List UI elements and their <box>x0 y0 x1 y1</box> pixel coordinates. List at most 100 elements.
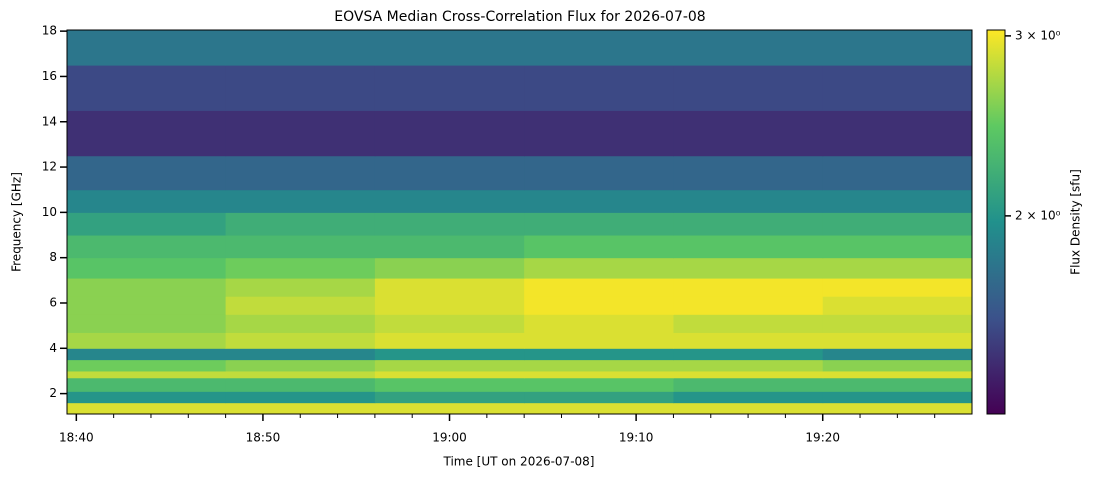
heatmap-cell <box>374 235 525 259</box>
heatmap-cell <box>374 370 525 379</box>
heatmap-cell <box>673 402 824 415</box>
x-tick-label: 18:50 <box>246 431 281 445</box>
heatmap-cell <box>225 235 376 259</box>
heatmap-cell <box>673 377 824 392</box>
heatmap-cell <box>67 257 227 279</box>
heatmap-cell <box>374 377 525 392</box>
heatmap-cell <box>374 314 525 333</box>
heatmap-cell <box>225 314 376 333</box>
heatmap-cell <box>822 377 973 392</box>
y-axis-label: Frequency [GHz] <box>10 172 24 272</box>
heatmap-cell <box>524 257 674 279</box>
y-tick-label: 2 <box>49 386 57 400</box>
heatmap-cell <box>67 359 227 372</box>
y-tick-label: 4 <box>49 341 57 355</box>
heatmap-cell <box>67 155 227 191</box>
heatmap-cell <box>374 189 525 213</box>
heatmap-cell <box>524 189 674 213</box>
heatmap-cell <box>822 110 973 157</box>
heatmap-cell <box>67 332 227 349</box>
heatmap-cell <box>67 370 227 379</box>
heatmap-cell <box>822 235 973 259</box>
heatmap-cell <box>225 278 376 297</box>
heatmap-cell <box>67 377 227 392</box>
heatmap-cell <box>822 296 973 315</box>
y-tick-label: 10 <box>42 205 57 219</box>
heatmap-cell <box>67 212 227 236</box>
heatmap-cell <box>673 257 824 279</box>
heatmap-cell <box>225 189 376 213</box>
heatmap-cell <box>225 30 376 66</box>
y-tick-label: 16 <box>42 69 57 83</box>
heatmap-cell <box>225 348 376 361</box>
heatmap-cell <box>524 296 674 315</box>
heatmap-cell <box>524 348 674 361</box>
heatmap-cell <box>225 402 376 415</box>
heatmap-cell <box>524 278 674 297</box>
heatmap-cell <box>67 110 227 157</box>
heatmap-cell <box>67 189 227 213</box>
heatmap-cell <box>524 30 674 66</box>
heatmap-cell <box>673 332 824 349</box>
heatmap-cell <box>673 296 824 315</box>
heatmap-cell <box>524 377 674 392</box>
heatmap-cell <box>524 65 674 111</box>
heatmap-cell <box>822 332 973 349</box>
heatmap-cell <box>374 296 525 315</box>
heatmap-cell <box>822 155 973 191</box>
heatmap-cell <box>822 314 973 333</box>
heatmap-cell <box>225 332 376 349</box>
heatmap-cell <box>374 278 525 297</box>
heatmap-cell <box>524 402 674 415</box>
heatmap-cell <box>524 332 674 349</box>
heatmap-cell <box>225 212 376 236</box>
y-tick-label: 18 <box>42 24 57 38</box>
heatmap-cell <box>67 348 227 361</box>
heatmap-cell <box>524 359 674 372</box>
heatmap-cell <box>822 348 973 361</box>
chart-title: EOVSA Median Cross-Correlation Flux for … <box>334 9 705 25</box>
heatmap-cell <box>67 30 227 66</box>
heatmap-cell <box>673 212 824 236</box>
heatmap-cell <box>374 155 525 191</box>
heatmap-cell <box>225 65 376 111</box>
heatmap-cell <box>225 359 376 372</box>
heatmap-cell <box>524 155 674 191</box>
heatmap-cell <box>673 278 824 297</box>
heatmap-cell <box>374 257 525 279</box>
heatmap-cell <box>822 257 973 279</box>
heatmap-cell <box>822 278 973 297</box>
heatmap-cell <box>822 391 973 404</box>
heatmap-cell <box>67 314 227 333</box>
heatmap-cell <box>374 359 525 372</box>
y-tick-label: 6 <box>49 295 57 309</box>
heatmap-cell <box>67 235 227 259</box>
heatmap-cell <box>524 391 674 404</box>
heatmap-cell <box>67 65 227 111</box>
heatmap-cell <box>673 235 824 259</box>
y-tick-label: 12 <box>42 160 57 174</box>
heatmap-cell <box>673 391 824 404</box>
heatmap-cell <box>524 235 674 259</box>
x-tick-label: 19:20 <box>805 431 840 445</box>
y-tick-label: 8 <box>49 250 57 264</box>
heatmap-cell <box>225 296 376 315</box>
heatmap-cell <box>822 212 973 236</box>
heatmap-cell <box>67 278 227 297</box>
heatmap-cell <box>822 189 973 213</box>
heatmap-cell <box>374 402 525 415</box>
heatmap-cell <box>67 391 227 404</box>
colorbar-tick-label: 2 × 10⁰ <box>1015 208 1061 222</box>
heatmap-cell <box>67 296 227 315</box>
heatmap-cell <box>673 370 824 379</box>
heatmap-cell <box>374 212 525 236</box>
heatmap-cell <box>822 359 973 372</box>
colorbar-tick-label: 3 × 10⁰ <box>1015 28 1061 42</box>
heatmap-cell <box>673 189 824 213</box>
heatmap-cell <box>524 212 674 236</box>
heatmap-cell <box>673 155 824 191</box>
plot-frame <box>66 29 973 415</box>
x-tick-label: 19:10 <box>619 431 654 445</box>
heatmap-cell <box>374 332 525 349</box>
